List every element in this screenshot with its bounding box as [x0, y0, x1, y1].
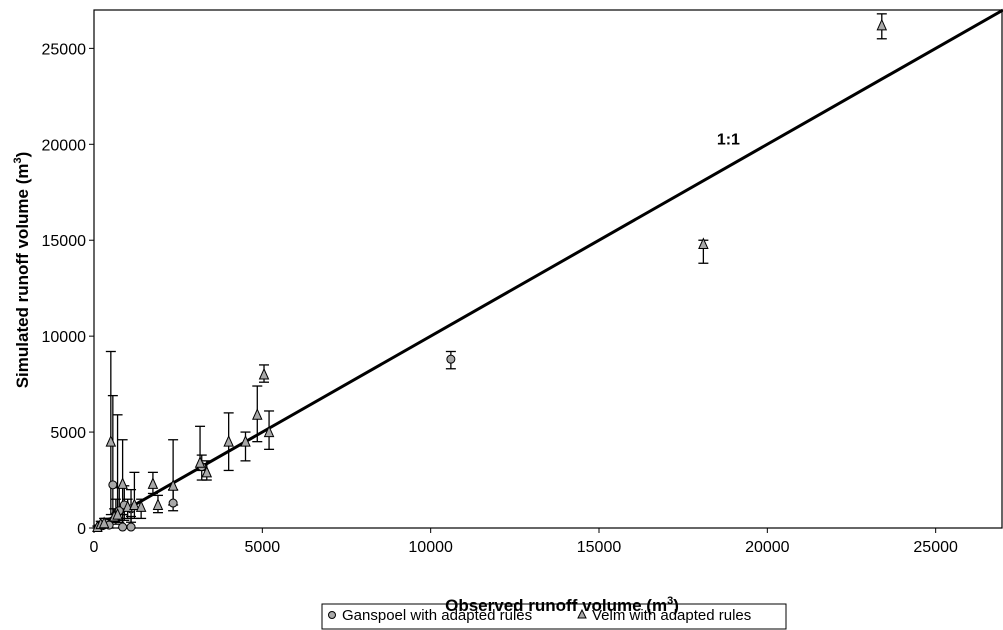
data-markers — [92, 18, 888, 533]
velm-point — [129, 498, 140, 510]
velm-point — [698, 237, 709, 250]
error-bars — [92, 13, 887, 529]
y-tick-label: 10000 — [42, 329, 87, 346]
velm-point — [135, 500, 147, 512]
tick-labels: 0 5000 10000 15000 20000 25000 0 5000 10000 15000… — [42, 41, 959, 556]
x-tick-label: 10000 — [408, 539, 453, 556]
y-tick-label: 15000 — [42, 233, 87, 250]
y-tick-label: 25000 — [42, 41, 87, 58]
one-to-one-line — [93, 8, 1003, 530]
velm-point — [117, 477, 128, 489]
one-to-one-label: 1:1 — [717, 131, 740, 148]
velm-point — [201, 465, 213, 478]
y-tick-label: 0 — [77, 521, 86, 538]
legend-label-ganspoel: Ganspoel with adapted rules — [342, 607, 532, 624]
legend-box — [321, 603, 787, 630]
legend: Ganspoel with adapted rules Velm with ada… — [321, 603, 787, 630]
velm-point — [105, 434, 117, 447]
ganspoel-point — [118, 522, 128, 532]
velm-point — [252, 408, 263, 420]
x-tick-label: 5000 — [245, 539, 281, 556]
x-tick-label: 0 — [90, 539, 99, 556]
y-tick-label: 20000 — [42, 137, 87, 154]
velm-point — [223, 434, 234, 447]
velm-point — [194, 456, 206, 468]
velm-point — [876, 18, 888, 31]
x-tick-label: 15000 — [577, 539, 622, 556]
legend-circle-marker — [328, 611, 336, 619]
ganspoel-point — [168, 498, 178, 508]
velm-point — [263, 425, 275, 438]
velm-point — [98, 516, 110, 529]
reference-line-group: 1:1 — [93, 8, 1003, 530]
velm-point — [152, 498, 164, 510]
y-axis-title: Simulated runoff volume (m3) — [12, 152, 32, 389]
plot-area-frame — [93, 9, 1003, 529]
ganspoel-point — [446, 354, 456, 364]
legend-label-velm: Velm with adapted rules — [592, 607, 751, 624]
legend-triangle-marker — [577, 608, 587, 619]
axes — [89, 9, 1003, 533]
velm-point — [147, 477, 159, 489]
velm-point — [112, 507, 123, 520]
velm-point — [167, 479, 179, 491]
x-axis-title: Observed runoff volume (m3) — [445, 595, 679, 615]
ganspoel-point — [108, 480, 118, 490]
x-tick-label: 25000 — [913, 539, 958, 556]
x-tick-label: 20000 — [745, 539, 790, 556]
ganspoel-point — [126, 522, 136, 532]
velm-point — [258, 367, 270, 380]
y-tick-label: 5000 — [50, 425, 86, 442]
velm-point — [240, 434, 251, 447]
